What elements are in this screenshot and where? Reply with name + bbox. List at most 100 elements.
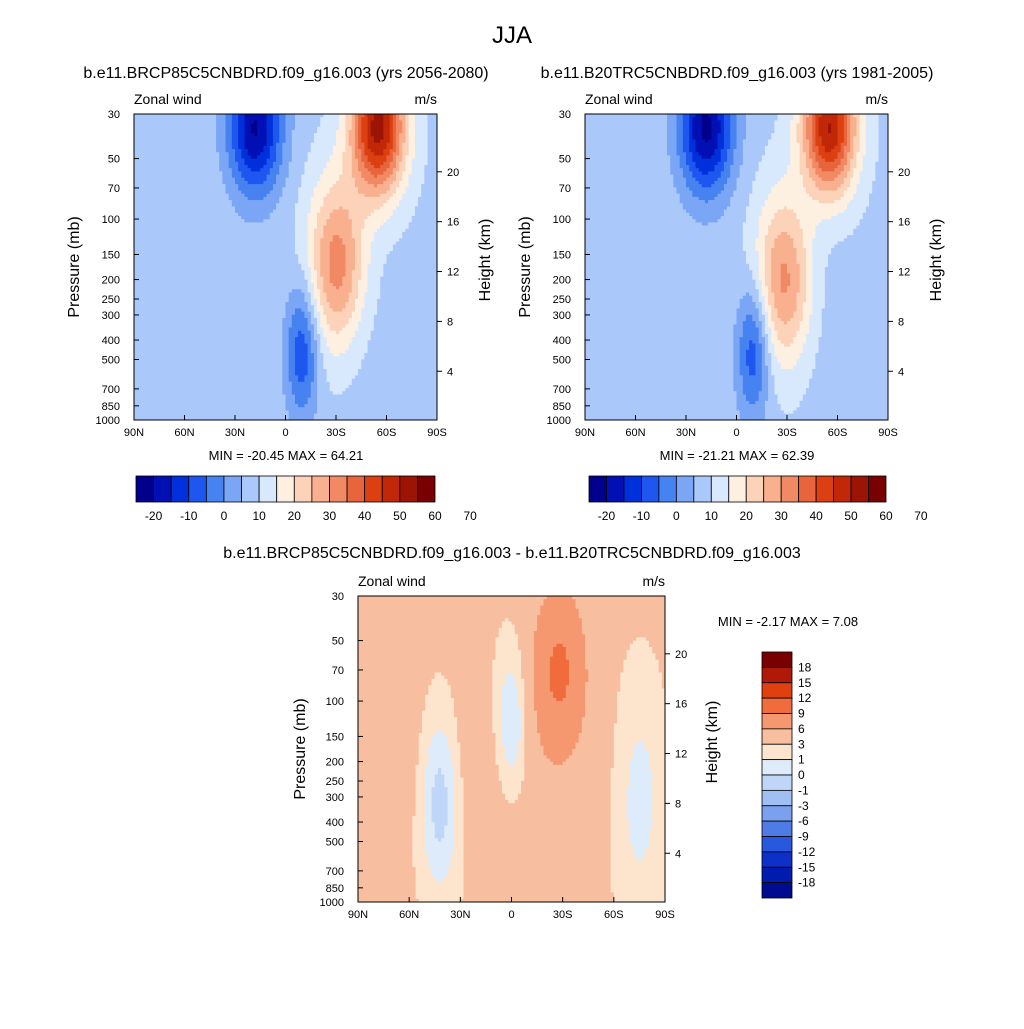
contour-cell <box>294 177 299 182</box>
contour-cell <box>395 203 400 208</box>
contour-cell <box>143 263 148 268</box>
contour-cell <box>146 276 151 281</box>
contour-cell <box>263 263 268 268</box>
contour-cell <box>348 114 353 118</box>
contour-cell <box>184 171 189 176</box>
contour-cell <box>149 129 154 134</box>
contour-cell <box>235 145 239 150</box>
contour-cell <box>212 203 217 208</box>
contour-cell <box>329 257 334 262</box>
contour-cell <box>241 273 246 278</box>
contour-cell <box>156 171 160 176</box>
contour-cell <box>228 257 233 262</box>
contour-cell <box>266 257 271 262</box>
contour-cell <box>336 136 340 141</box>
contour-cell <box>263 228 268 233</box>
contour-cell <box>301 149 306 153</box>
contour-cell <box>301 260 306 265</box>
contour-cell <box>181 216 186 220</box>
contour-cell <box>257 219 261 223</box>
contour-cell <box>301 126 306 131</box>
contour-cell <box>421 231 425 236</box>
contour-cell <box>181 133 186 137</box>
contour-cell <box>190 180 195 185</box>
contour-cell <box>181 193 186 198</box>
contour-cell <box>345 168 350 172</box>
contour-cell <box>263 238 268 243</box>
contour-cell <box>269 184 274 188</box>
contour-cell <box>241 241 246 246</box>
contour-cell <box>285 267 290 271</box>
contour-cell <box>212 241 217 246</box>
contour-cell <box>159 206 164 211</box>
contour-cell <box>304 254 309 259</box>
contour-cell <box>377 152 381 157</box>
contour-cell <box>149 276 154 281</box>
contour-cell <box>235 193 239 198</box>
contour-cell <box>250 276 255 281</box>
contour-cell <box>238 219 242 223</box>
contour-cell <box>317 165 321 169</box>
contour-cell <box>421 117 425 121</box>
contour-cell <box>244 267 249 271</box>
contour-cell <box>238 133 242 137</box>
contour-cell <box>247 180 252 185</box>
contour-cell <box>143 174 148 179</box>
contour-cell <box>190 225 195 230</box>
contour-cell <box>238 206 242 211</box>
contour-cell <box>411 145 416 150</box>
contour-cell <box>421 129 425 134</box>
contour-cell <box>414 133 419 137</box>
contour-cell <box>222 117 227 121</box>
contour-cell <box>367 133 372 137</box>
contour-cell <box>149 152 154 157</box>
contour-cell <box>190 263 195 268</box>
contour-cell <box>411 212 416 217</box>
contour-cell <box>200 241 205 246</box>
contour-cell <box>175 174 179 179</box>
contour-cell <box>193 177 198 182</box>
contour-cell <box>250 231 255 236</box>
contour-cell <box>272 203 277 208</box>
contour-cell <box>228 158 233 163</box>
contour-cell <box>383 219 388 223</box>
contour-cell <box>212 216 217 220</box>
contour-cell <box>134 273 138 278</box>
contour-cell <box>304 273 309 278</box>
contour-cell <box>339 276 343 281</box>
contour-cell <box>171 231 176 236</box>
contour-cell <box>203 270 208 274</box>
contour-cell <box>228 133 233 137</box>
contour-cell <box>370 238 375 243</box>
contour-cell <box>414 187 419 192</box>
contour-cell <box>395 155 400 160</box>
contour-cell <box>395 139 400 144</box>
contour-cell <box>332 228 337 233</box>
contour-cell <box>266 177 271 182</box>
contour-cell <box>339 126 343 131</box>
contour-cell <box>276 158 280 163</box>
contour-cell <box>395 171 400 176</box>
contour-cell <box>137 231 141 236</box>
contour-cell <box>317 155 321 160</box>
contour-cell <box>364 114 369 118</box>
contour-cell <box>427 158 432 163</box>
contour-cell <box>181 149 186 153</box>
contour-cell <box>143 235 148 239</box>
contour-cell <box>282 184 287 188</box>
contour-cell <box>175 235 179 239</box>
contour-cell <box>203 273 208 278</box>
contour-cell <box>405 177 410 182</box>
contour-cell <box>323 190 328 195</box>
contour-cell <box>241 270 246 274</box>
contour-cell <box>294 139 299 144</box>
contour-cell <box>345 267 350 271</box>
contour-cell <box>354 203 359 208</box>
contour-cell <box>433 257 437 262</box>
contour-cell <box>377 193 381 198</box>
contour-cell <box>424 174 429 179</box>
contour-cell <box>156 203 160 208</box>
contour-cell <box>272 120 277 125</box>
contour-cell <box>433 200 437 204</box>
contour-cell <box>313 120 318 125</box>
